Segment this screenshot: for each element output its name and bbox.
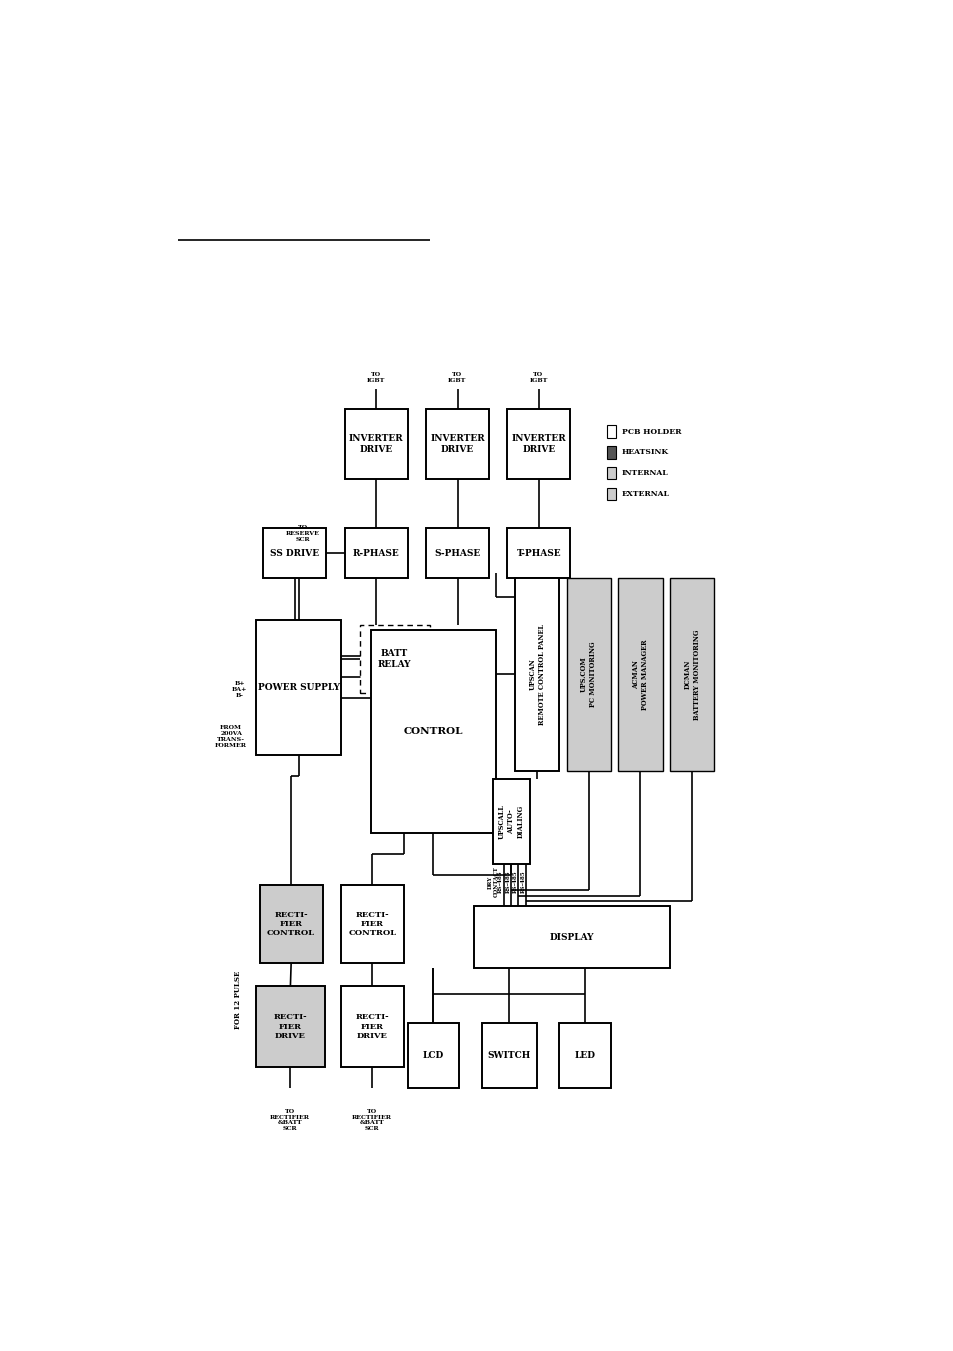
- Text: S-PHASE: S-PHASE: [434, 549, 480, 558]
- Text: UPSCAN
REMOTE CONTROL PANEL: UPSCAN REMOTE CONTROL PANEL: [528, 624, 545, 725]
- Text: TO
IGBT: TO IGBT: [366, 372, 385, 382]
- Text: BATT
RELAY: BATT RELAY: [377, 648, 411, 669]
- FancyBboxPatch shape: [344, 408, 407, 480]
- Text: UPS.COM
PC MONITORING: UPS.COM PC MONITORING: [579, 642, 597, 708]
- Text: UPSCALL
AUTO-
DIALING: UPSCALL AUTO- DIALING: [497, 804, 524, 839]
- Text: EXTERNAL: EXTERNAL: [621, 490, 669, 499]
- FancyBboxPatch shape: [341, 986, 403, 1067]
- Text: INTERNAL: INTERNAL: [621, 469, 668, 477]
- Text: RS-485: RS-485: [505, 870, 510, 893]
- Text: TO
RECTIFIER
&BATT
SCR: TO RECTIFIER &BATT SCR: [270, 1109, 310, 1131]
- FancyBboxPatch shape: [426, 528, 488, 578]
- Text: SWITCH: SWITCH: [487, 1051, 530, 1061]
- FancyBboxPatch shape: [492, 780, 529, 865]
- FancyBboxPatch shape: [407, 1024, 459, 1088]
- Text: RECTI-
FIER
DRIVE: RECTI- FIER DRIVE: [355, 1013, 389, 1040]
- Text: INVERTER
DRIVE: INVERTER DRIVE: [349, 434, 403, 454]
- FancyBboxPatch shape: [606, 488, 616, 500]
- FancyBboxPatch shape: [263, 528, 326, 578]
- FancyBboxPatch shape: [255, 986, 324, 1067]
- FancyBboxPatch shape: [618, 578, 662, 770]
- FancyBboxPatch shape: [344, 528, 407, 578]
- Text: ACMAN
POWER MANAGER: ACMAN POWER MANAGER: [631, 639, 648, 709]
- Text: RS-485: RS-485: [513, 870, 517, 893]
- Text: RECTI-
FIER
DRIVE: RECTI- FIER DRIVE: [274, 1013, 307, 1040]
- Text: TO
IGBT: TO IGBT: [529, 372, 547, 382]
- FancyBboxPatch shape: [507, 528, 570, 578]
- FancyBboxPatch shape: [606, 446, 616, 458]
- FancyBboxPatch shape: [255, 620, 341, 755]
- Text: LED: LED: [574, 1051, 595, 1061]
- FancyBboxPatch shape: [507, 408, 570, 480]
- FancyBboxPatch shape: [370, 630, 496, 834]
- Text: T-PHASE: T-PHASE: [516, 549, 560, 558]
- Text: PCB HOLDER: PCB HOLDER: [621, 427, 680, 435]
- Text: INVERTER
DRIVE: INVERTER DRIVE: [511, 434, 565, 454]
- FancyBboxPatch shape: [426, 408, 488, 480]
- FancyBboxPatch shape: [515, 578, 558, 770]
- Text: RS-485: RS-485: [520, 870, 525, 893]
- Text: TO
RECTIFIER
&BATT
SCR: TO RECTIFIER &BATT SCR: [352, 1109, 392, 1131]
- Text: DRY
CONTACT: DRY CONTACT: [487, 866, 498, 897]
- Text: FOR 12 PULSE: FOR 12 PULSE: [233, 970, 241, 1028]
- FancyBboxPatch shape: [481, 1024, 537, 1088]
- Text: B+
BA+
B-: B+ BA+ B-: [232, 681, 247, 698]
- FancyBboxPatch shape: [341, 885, 403, 963]
- Text: R-PHASE: R-PHASE: [353, 549, 399, 558]
- FancyBboxPatch shape: [558, 1024, 610, 1088]
- FancyBboxPatch shape: [359, 626, 429, 693]
- FancyBboxPatch shape: [669, 578, 714, 770]
- Text: RECTI-
FIER
CONTROL: RECTI- FIER CONTROL: [267, 911, 314, 938]
- FancyBboxPatch shape: [259, 885, 322, 963]
- Text: LCD: LCD: [422, 1051, 444, 1061]
- Text: DCMAN
BATTERY MONITORING: DCMAN BATTERY MONITORING: [683, 630, 700, 720]
- FancyBboxPatch shape: [566, 578, 610, 770]
- FancyBboxPatch shape: [606, 467, 616, 480]
- Text: RS-485: RS-485: [497, 870, 503, 893]
- Text: CONTROL: CONTROL: [403, 727, 463, 736]
- Text: INVERTER
DRIVE: INVERTER DRIVE: [430, 434, 484, 454]
- Text: FROM
200VA
TRANS-
FORMER: FROM 200VA TRANS- FORMER: [215, 725, 247, 747]
- FancyBboxPatch shape: [606, 426, 616, 438]
- Text: TO
IGBT: TO IGBT: [448, 372, 466, 382]
- Text: TO
RESERVE
SCR: TO RESERVE SCR: [285, 526, 319, 542]
- Text: HEATSINK: HEATSINK: [621, 449, 668, 457]
- Text: POWER SUPPLY: POWER SUPPLY: [257, 684, 339, 692]
- Text: DISPLAY: DISPLAY: [549, 932, 594, 942]
- FancyBboxPatch shape: [474, 907, 669, 969]
- Text: RECTI-
FIER
CONTROL: RECTI- FIER CONTROL: [348, 911, 396, 938]
- Text: SS DRIVE: SS DRIVE: [270, 549, 319, 558]
